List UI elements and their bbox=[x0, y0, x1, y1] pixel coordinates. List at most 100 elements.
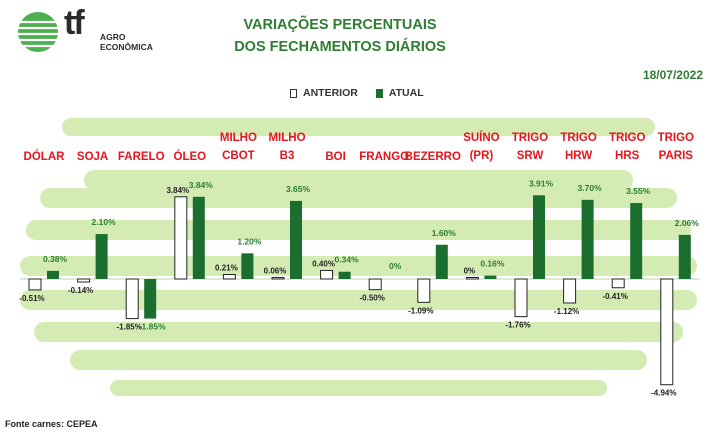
data-label-previous: -1.09% bbox=[408, 306, 433, 315]
data-label-current: 0.34% bbox=[335, 255, 360, 265]
data-label-previous: 0.21% bbox=[215, 264, 238, 273]
brand-line2: ECONÔMICA bbox=[100, 42, 153, 52]
data-label-previous: -0.14% bbox=[68, 286, 93, 295]
category-label: TRIGO bbox=[609, 132, 645, 144]
legend-label-current: ATUAL bbox=[388, 87, 424, 99]
data-label-previous: -1.76% bbox=[505, 321, 530, 330]
bar-current bbox=[47, 270, 59, 279]
bar-current bbox=[241, 253, 254, 279]
data-label-current: 2.10% bbox=[92, 217, 117, 227]
bar-current bbox=[290, 200, 302, 279]
category-label: MILHO bbox=[220, 132, 257, 144]
data-label-current: 1.60% bbox=[432, 228, 457, 238]
category-label: TRIGO bbox=[512, 132, 548, 144]
category-label: PARIS bbox=[659, 150, 694, 162]
data-label-current: 0.38% bbox=[43, 254, 68, 264]
bar-current bbox=[192, 196, 205, 279]
background-stripe bbox=[34, 322, 683, 342]
category-label: SOJA bbox=[77, 151, 108, 163]
bar-current bbox=[484, 275, 497, 279]
category-label: ÓLEO bbox=[174, 150, 207, 163]
data-label-previous: 0.40% bbox=[312, 259, 335, 268]
category-label: TRIGO bbox=[658, 132, 694, 144]
bar-previous bbox=[514, 278, 528, 318]
bar-previous bbox=[77, 278, 91, 283]
bar-current bbox=[144, 279, 157, 319]
background-stripe bbox=[20, 290, 697, 310]
data-label-current: 0.16% bbox=[480, 259, 505, 269]
background-stripe bbox=[70, 350, 647, 370]
background-stripe bbox=[110, 380, 607, 396]
data-label-current: 3.65% bbox=[286, 184, 311, 194]
category-label: FRANGO bbox=[359, 151, 409, 163]
data-label-previous: -4.94% bbox=[651, 389, 676, 398]
data-label-previous: -0.51% bbox=[19, 294, 44, 303]
bar-previous bbox=[660, 278, 674, 386]
bar-previous bbox=[563, 278, 577, 304]
data-label-previous: -0.41% bbox=[603, 292, 628, 301]
category-label: HRS bbox=[615, 150, 640, 162]
category-label: BEZERRO bbox=[405, 151, 461, 163]
legend-label-previous: ANTERIOR bbox=[303, 87, 358, 99]
bar-current bbox=[95, 234, 108, 279]
data-label-current: 3.55% bbox=[626, 186, 651, 196]
brand-mark: tf bbox=[64, 4, 85, 42]
category-label: B3 bbox=[280, 150, 295, 162]
brand-logo: tf AGRO ECONÔMICA bbox=[16, 4, 166, 60]
bar-previous bbox=[174, 196, 188, 280]
bar-current bbox=[678, 234, 691, 279]
data-label-current: 0% bbox=[389, 261, 402, 271]
legend: ANTERIOR ATUAL bbox=[290, 87, 424, 99]
bar-previous bbox=[611, 278, 625, 289]
data-label-current: 1.20% bbox=[237, 236, 262, 246]
bar-current bbox=[338, 271, 351, 279]
bar-current bbox=[581, 199, 594, 279]
brand-line1: AGRO bbox=[100, 32, 126, 42]
bar-previous bbox=[368, 278, 382, 291]
bar-current bbox=[533, 195, 545, 279]
category-label: MILHO bbox=[268, 132, 305, 144]
data-label-previous: -0.50% bbox=[360, 294, 385, 303]
category-label: DÓLAR bbox=[24, 150, 66, 163]
category-label: SUÍNO bbox=[463, 131, 499, 144]
category-label: CBOT bbox=[222, 150, 255, 162]
legend-swatch-current bbox=[375, 88, 383, 98]
category-label: HRW bbox=[565, 150, 592, 162]
background-stripe bbox=[20, 256, 697, 276]
category-label: BOI bbox=[325, 151, 345, 163]
report-date: 18/07/2022 bbox=[642, 68, 703, 82]
legend-swatch-previous bbox=[290, 88, 297, 98]
category-label: (PR) bbox=[470, 150, 494, 162]
logo-globe-icon bbox=[18, 12, 58, 52]
bar-current bbox=[435, 244, 448, 279]
bar-previous bbox=[125, 278, 139, 320]
bar-previous bbox=[271, 277, 285, 280]
data-label-previous: 0% bbox=[464, 267, 476, 276]
background-stripe bbox=[26, 220, 691, 240]
data-label-previous: 3.84% bbox=[166, 186, 189, 195]
bar-previous bbox=[417, 278, 431, 303]
data-label-current: 3.84% bbox=[189, 180, 214, 190]
bar-previous bbox=[320, 269, 334, 280]
background-stripe bbox=[84, 170, 633, 190]
data-label-previous: -1.12% bbox=[554, 307, 579, 316]
background-stripe bbox=[62, 118, 655, 136]
data-label-previous: -1.85% bbox=[117, 323, 142, 332]
data-label-current: -1.85% bbox=[139, 322, 166, 332]
bar-previous bbox=[465, 277, 479, 280]
category-label: TRIGO bbox=[560, 132, 596, 144]
data-label-current: 2.06% bbox=[675, 218, 700, 228]
bar-previous bbox=[28, 278, 42, 291]
chart-title-line1: VARIAÇÕES PERCENTUAIS bbox=[243, 17, 437, 33]
category-label: SRW bbox=[517, 150, 544, 162]
category-label: FARELO bbox=[118, 151, 165, 163]
chart-title-line2: DOS FECHAMENTOS DIÁRIOS bbox=[234, 39, 446, 55]
bar-current bbox=[630, 203, 643, 279]
source-note: Fonte carnes: CEPEA bbox=[5, 419, 98, 429]
data-label-current: 3.91% bbox=[529, 178, 554, 188]
bar-previous bbox=[222, 274, 236, 280]
data-label-previous: 0.06% bbox=[264, 267, 287, 276]
data-label-current: 3.70% bbox=[578, 183, 603, 193]
